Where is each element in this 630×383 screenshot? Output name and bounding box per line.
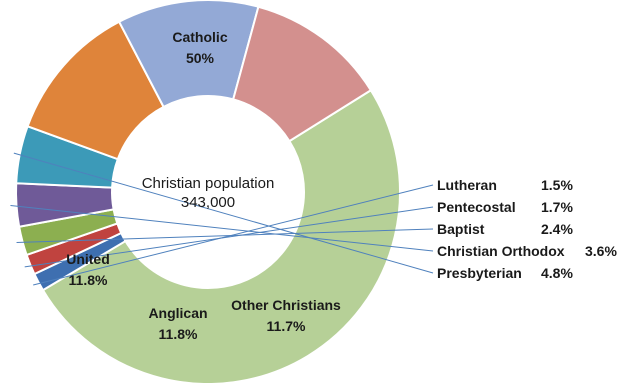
slice-label-name: Anglican: [148, 305, 207, 321]
slice-label-name: Baptist: [437, 221, 485, 237]
center-label-title: Christian population: [142, 175, 275, 192]
slice-label-name: Pentecostal: [437, 199, 516, 215]
leader-line: [10, 204, 434, 252]
slice-label-value: 3.6%: [585, 243, 617, 259]
leader-line: [13, 152, 434, 274]
slice-label-value: 1.7%: [541, 199, 573, 215]
slice-label-name: United: [66, 251, 110, 267]
slice-label-name: Presbyterian: [437, 265, 522, 281]
leader-line: [16, 228, 434, 244]
donut-slices: [15, 0, 401, 383]
slice-label-value: 11.8%: [159, 326, 198, 342]
slice-catholic: [41, 88, 401, 383]
leader-lines: [10, 152, 434, 286]
center-label-value: 343,000: [181, 194, 235, 211]
leader-line: [24, 206, 434, 268]
slice-label-value: 4.8%: [541, 265, 573, 281]
slice-label-value: 50%: [186, 50, 215, 66]
slice-label-value: 11.7%: [267, 318, 306, 334]
slice-label-value: 2.4%: [541, 221, 573, 237]
slice-label-value: 11.8%: [69, 272, 108, 288]
slice-label-name: Catholic: [172, 29, 227, 45]
slice-labels: Catholic 50% Lutheran 1.5% Pentecostal 1.7% Ba…: [66, 29, 617, 342]
slice-label-value: 1.5%: [541, 177, 573, 193]
slice-label-name: Other Christians: [231, 297, 341, 313]
slice-label-name: Lutheran: [437, 177, 497, 193]
slice-united: [231, 5, 373, 143]
slice-label-name: Christian Orthodox: [437, 243, 565, 259]
